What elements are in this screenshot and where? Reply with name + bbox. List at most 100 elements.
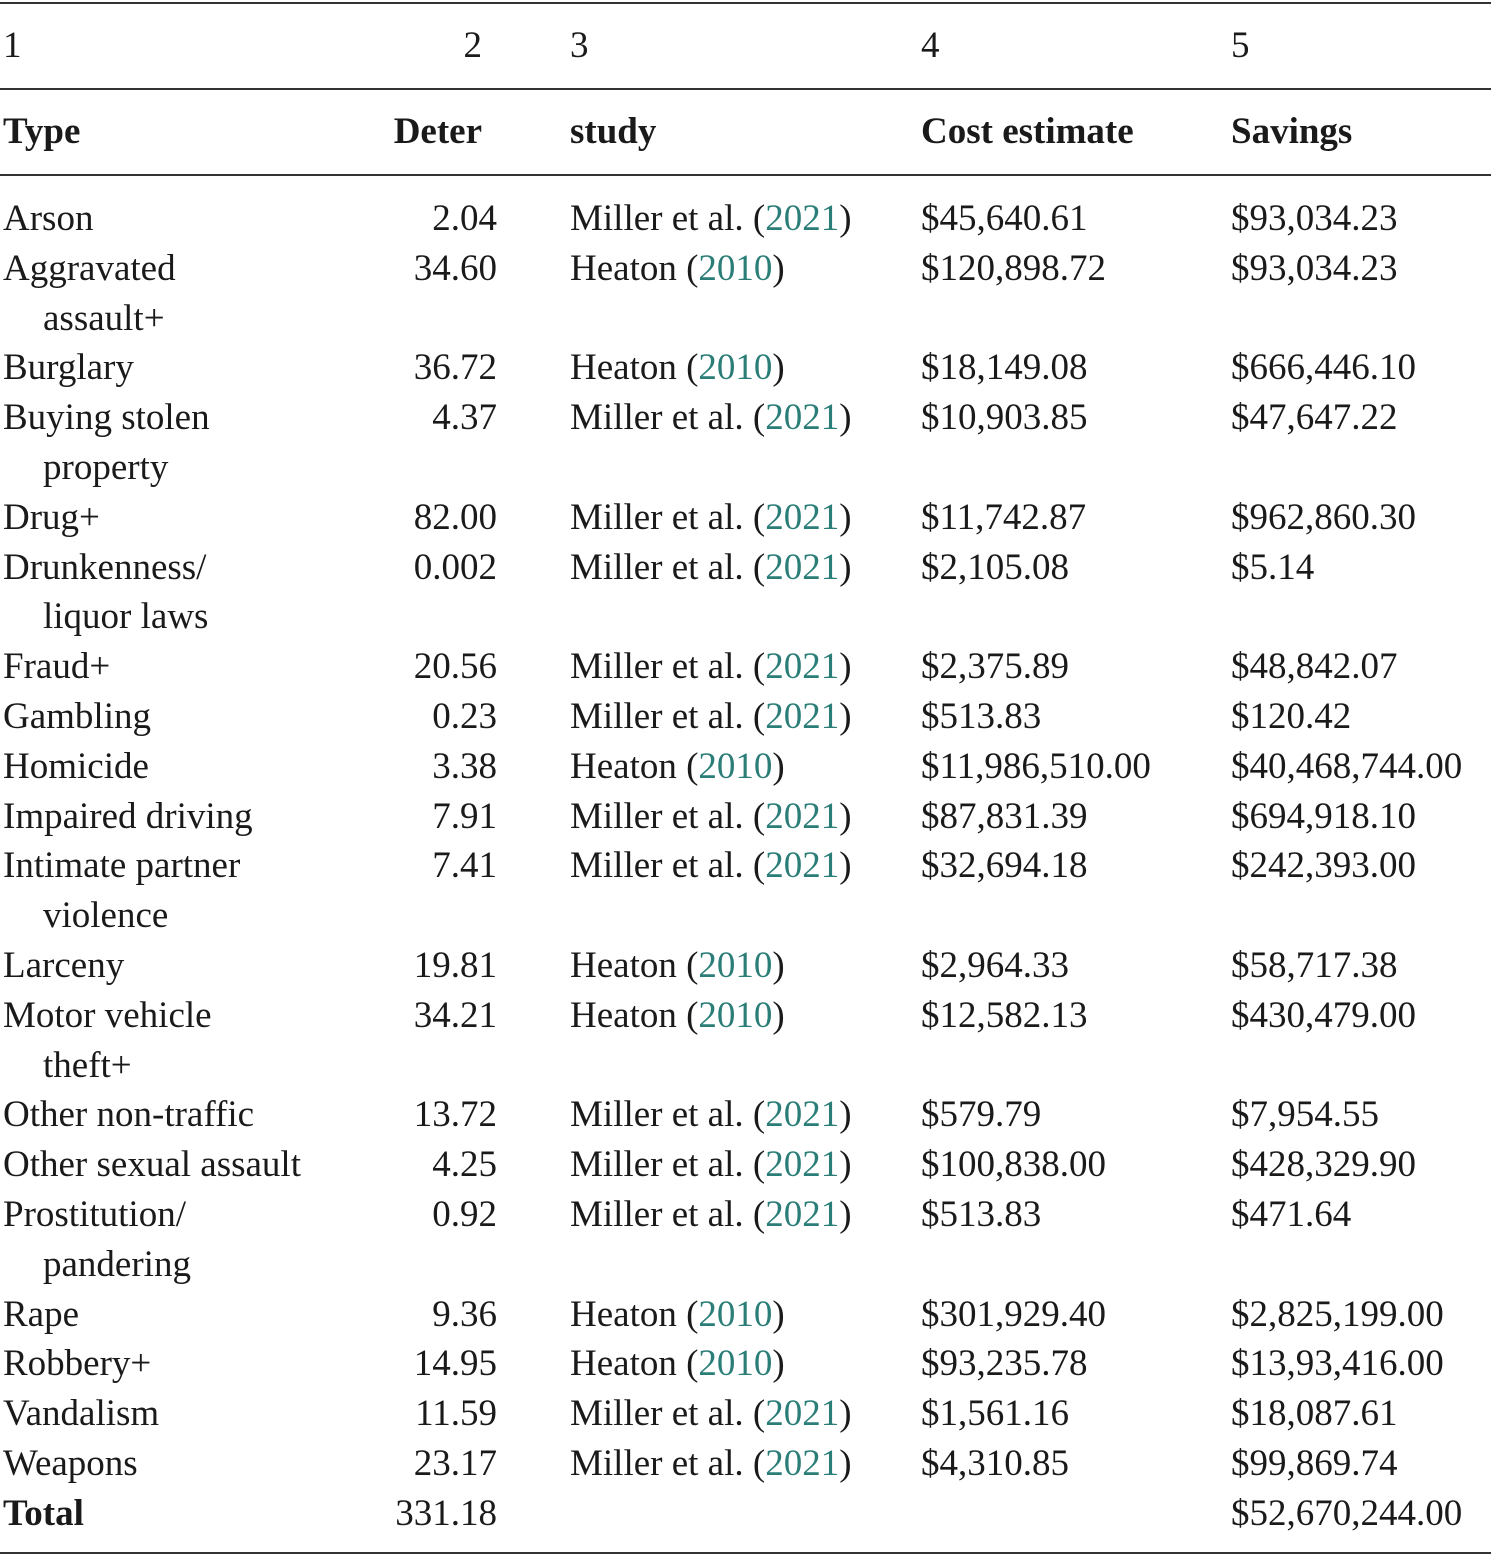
study-paren: ) <box>772 1293 785 1335</box>
table-row: Homicide 3.38 Heaton (2010) $11,986,510.00 $… <box>0 742 1491 792</box>
table-row: Weapons 23.17 Miller et al. (2021) $4,310.8… <box>0 1439 1491 1489</box>
study-paren: ) <box>772 944 785 986</box>
deter-value: 14.95 <box>413 1343 497 1385</box>
header-row: Type Deter study Cost estimate Savings <box>0 89 1491 175</box>
study-year: 2021 <box>765 546 840 588</box>
table-row: Gambling 0.23 Miller et al. (2021) $513.83 $… <box>0 692 1491 742</box>
study-paren: ) <box>839 1193 852 1235</box>
savings: $18,087.61 <box>1231 1393 1398 1435</box>
study-cell: Miller et al. (2021) <box>520 642 920 692</box>
table-row: Fraud+ 20.56 Miller et al. (2021) $2,375.89… <box>0 642 1491 692</box>
savings: $2,825,199.00 <box>1231 1293 1444 1335</box>
cost-estimate: $1,561.16 <box>921 1393 1069 1435</box>
study-year: 2021 <box>765 397 840 439</box>
study-cell: Miller et al. (2021) <box>520 393 920 493</box>
study-author: Miller et al. ( <box>570 198 766 239</box>
column-header: Cost estimate <box>921 111 1134 152</box>
crime-type: Larceny <box>3 944 125 986</box>
study-paren: ) <box>772 1343 785 1385</box>
study-year: 2010 <box>698 745 773 787</box>
study-cell: Heaton (2010) <box>520 991 920 1091</box>
crime-type: Robbery+ <box>3 1343 152 1385</box>
study-author: Miller et al. ( <box>570 496 766 538</box>
crime-type: Motor vehicle theft+ <box>3 994 212 1086</box>
savings: $93,034.23 <box>1231 247 1398 289</box>
cost-estimate: $120,898.72 <box>921 247 1106 289</box>
cost-estimate: $100,838.00 <box>921 1144 1106 1186</box>
table-row: Aggravated assault+ 34.60 Heaton (2010) $12… <box>0 244 1491 344</box>
savings: $58,717.38 <box>1231 944 1398 986</box>
deter-value: 23.17 <box>413 1442 497 1484</box>
crime-type: Drunkenness/ liquor laws <box>3 546 209 638</box>
crime-type: Other non-traffic <box>3 1094 255 1136</box>
savings: $120.42 <box>1231 695 1352 737</box>
cost-estimate: $301,929.40 <box>921 1293 1106 1335</box>
column-number: 4 <box>921 25 940 66</box>
table-row: Rape 9.36 Heaton (2010) $301,929.40 $2,825,1… <box>0 1290 1491 1340</box>
empty-cell <box>520 1489 920 1553</box>
table-row: Larceny 19.81 Heaton (2010) $2,964.33 $58,71… <box>0 941 1491 991</box>
deter-value: 0.92 <box>432 1193 497 1235</box>
study-cell: Heaton (2010) <box>520 1290 920 1340</box>
crime-type: Intimate partner violence <box>3 845 241 937</box>
savings: $13,93,416.00 <box>1231 1343 1444 1385</box>
crime-type: Vandalism <box>3 1393 160 1435</box>
study-year: 2021 <box>765 845 840 887</box>
cost-estimate: $11,986,510.00 <box>921 745 1151 787</box>
column-number: 3 <box>570 25 589 66</box>
deter-value: 34.60 <box>413 247 497 289</box>
deter-value: 3.38 <box>432 745 497 787</box>
column-number-row: 1 2 3 4 5 <box>0 3 1491 89</box>
study-cell: Miller et al. (2021) <box>520 493 920 543</box>
savings: $7,954.55 <box>1231 1094 1379 1136</box>
savings: $99,869.74 <box>1231 1442 1398 1484</box>
table-row: Vandalism 11.59 Miller et al. (2021) $1,561… <box>0 1389 1491 1439</box>
deter-value: 7.41 <box>432 845 497 887</box>
study-paren: ) <box>839 198 852 239</box>
column-number: 5 <box>1231 25 1250 66</box>
study-year: 2010 <box>698 347 773 389</box>
study-paren: ) <box>839 1442 852 1484</box>
study-cell: Heaton (2010) <box>520 1339 920 1389</box>
savings: $40,468,744.00 <box>1231 745 1463 787</box>
deter-value: 2.04 <box>432 198 497 239</box>
deter-value: 0.002 <box>413 546 497 588</box>
study-year: 2010 <box>698 1343 773 1385</box>
study-paren: ) <box>839 546 852 588</box>
study-author: Miller et al. ( <box>570 646 766 688</box>
study-cell: Miller et al. (2021) <box>520 543 920 643</box>
savings: $5.14 <box>1231 546 1315 588</box>
crime-type: Homicide <box>3 745 149 787</box>
cost-estimate: $18,149.08 <box>921 347 1088 389</box>
cost-estimate: $45,640.61 <box>921 198 1088 239</box>
study-paren: ) <box>839 646 852 688</box>
crime-type: Fraud+ <box>3 646 111 688</box>
table-row: Drunkenness/ liquor laws 0.002 Miller et a… <box>0 543 1491 643</box>
savings: $962,860.30 <box>1231 496 1416 538</box>
deter-value: 0.23 <box>432 695 497 737</box>
cost-estimate: $2,375.89 <box>921 646 1069 688</box>
table-row: Prostitution/ pandering 0.92 Miller et al.… <box>0 1190 1491 1290</box>
study-paren: ) <box>839 1144 852 1186</box>
study-year: 2021 <box>765 198 840 239</box>
table-body: 1 2 3 4 5 Type Deter study Cost estimate Savings A… <box>0 3 1491 1553</box>
crime-type: Gambling <box>3 695 151 737</box>
crime-type: Aggravated assault+ <box>3 247 176 339</box>
study-cell: Miller et al. (2021) <box>520 1389 920 1439</box>
cost-estimate: $579.79 <box>921 1094 1042 1136</box>
study-paren: ) <box>772 745 785 787</box>
table-row: Burglary 36.72 Heaton (2010) $18,149.08 $666… <box>0 343 1491 393</box>
study-cell: Miller et al. (2021) <box>520 1090 920 1140</box>
total-row: Total 331.18 $52,670,244.00 <box>0 1489 1491 1553</box>
deter-value: 9.36 <box>432 1293 497 1335</box>
study-year: 2021 <box>765 1442 840 1484</box>
study-year: 2021 <box>765 795 840 837</box>
deter-value: 34.21 <box>413 994 497 1036</box>
study-cell: Miller et al. (2021) <box>520 841 920 941</box>
cost-estimate: $2,105.08 <box>921 546 1069 588</box>
study-paren: ) <box>839 397 852 439</box>
crime-type: Drug+ <box>3 496 100 538</box>
deter-value: 19.81 <box>413 944 497 986</box>
deter-value: 7.91 <box>432 795 497 837</box>
study-cell: Miller et al. (2021) <box>520 1190 920 1290</box>
